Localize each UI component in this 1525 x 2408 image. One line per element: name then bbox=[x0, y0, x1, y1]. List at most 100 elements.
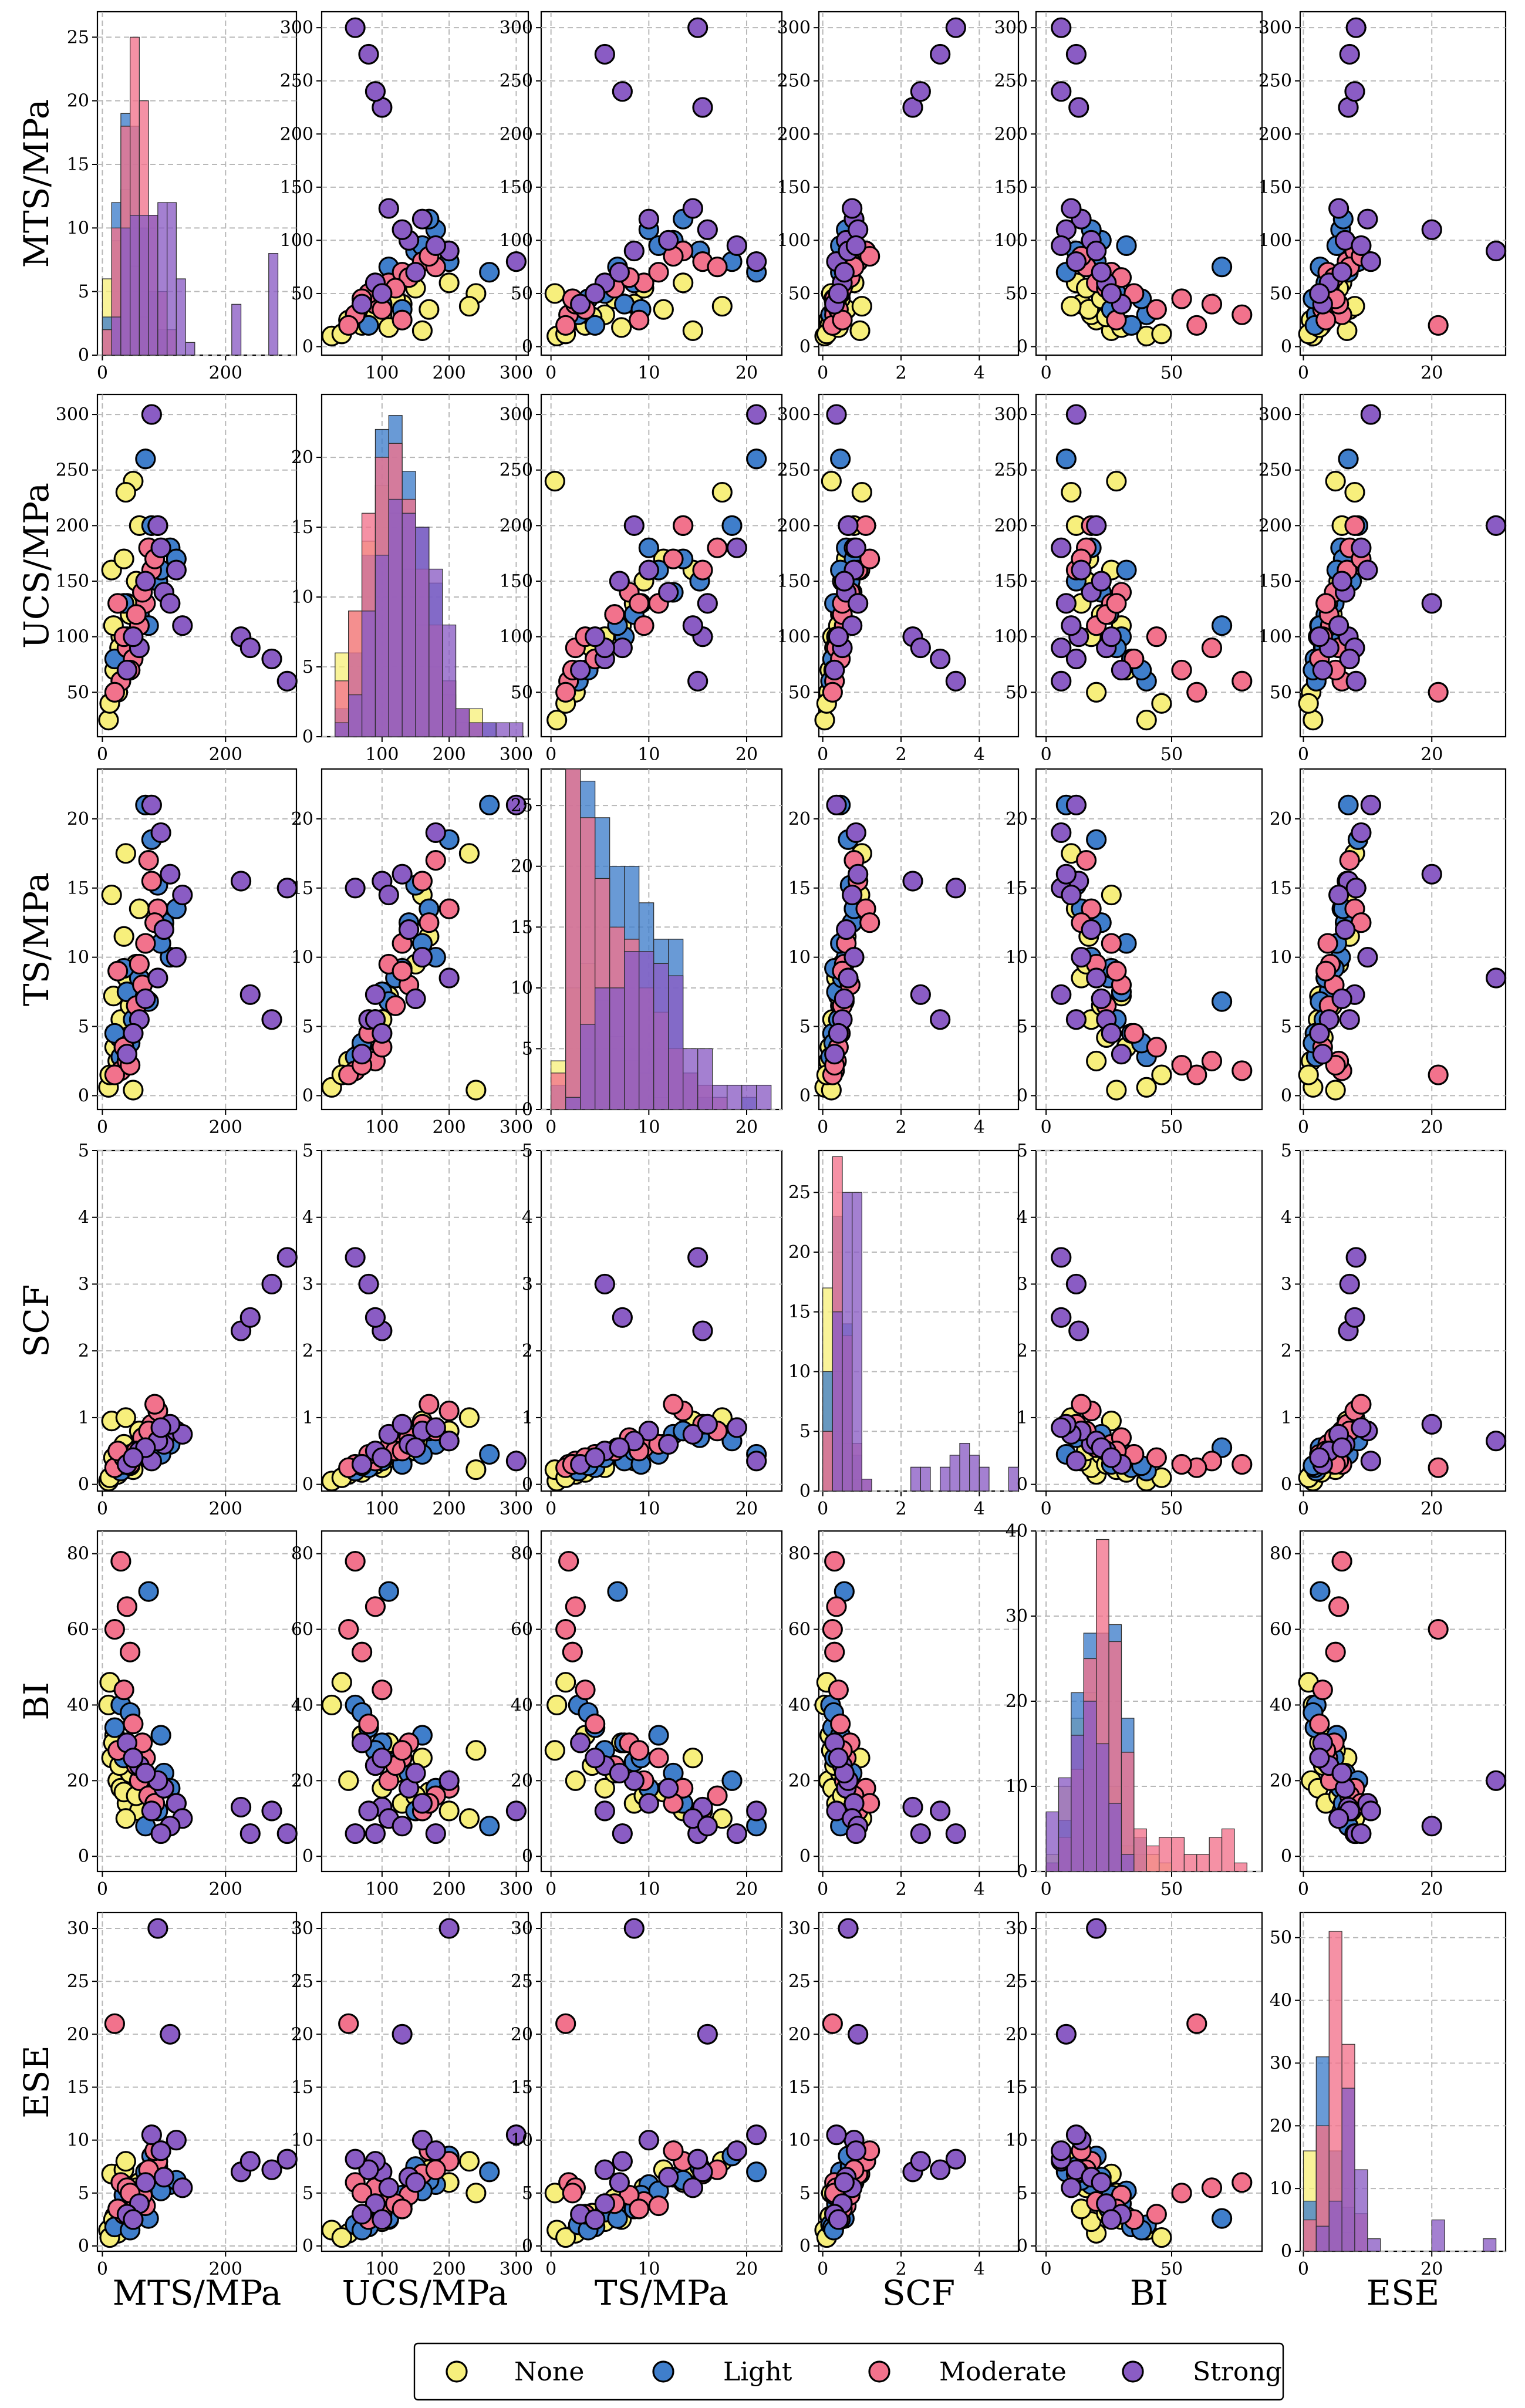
scatter-point-strong bbox=[1421, 593, 1442, 614]
scatter-point-none bbox=[115, 2151, 136, 2172]
scatter-point-moderate bbox=[1315, 960, 1337, 982]
scatter-point-moderate bbox=[107, 960, 129, 982]
scatter-point-none bbox=[458, 1808, 480, 1829]
scatter-point-moderate bbox=[1232, 2172, 1253, 2193]
y-tick-label: 30 bbox=[1270, 2053, 1292, 2073]
hist-bar-strong bbox=[1315, 2225, 1330, 2252]
scatter-point-strong bbox=[1312, 1044, 1333, 1065]
scatter-point-strong bbox=[842, 198, 863, 219]
scatter-point-moderate bbox=[1317, 933, 1338, 954]
y-tick-label: 100 bbox=[1259, 230, 1292, 251]
scatter-point-strong bbox=[405, 1437, 426, 1458]
scatter-point-none bbox=[851, 296, 872, 317]
scatter-point-strong bbox=[276, 878, 298, 899]
x-tick-label: 2 bbox=[895, 2259, 906, 2279]
scatter-point-strong bbox=[1331, 571, 1352, 592]
scatter-point-strong bbox=[838, 967, 859, 989]
scatter-point-strong bbox=[612, 1307, 633, 1328]
scatter-point-strong bbox=[1328, 198, 1349, 219]
scatter-point-strong bbox=[405, 262, 426, 283]
scatter-point-strong bbox=[1357, 559, 1378, 581]
y-tick-label: 10 bbox=[67, 218, 89, 238]
scatter-point-moderate bbox=[1312, 1679, 1333, 1701]
x-tick-label: 0 bbox=[817, 744, 828, 765]
scatter-point-strong bbox=[345, 1823, 366, 1844]
scatter-point-strong bbox=[345, 17, 366, 38]
panel-bi-vs-ese: 0 20 0 20 40 60 80 bbox=[1270, 1530, 1507, 1900]
y-tick-label: 2 bbox=[1017, 1341, 1028, 1361]
y-tick-label: 50 bbox=[788, 682, 811, 703]
scatter-point-strong bbox=[438, 967, 460, 989]
y-tick-label: 0 bbox=[522, 337, 533, 358]
scatter-point-moderate bbox=[120, 1641, 141, 1662]
scatter-point-moderate bbox=[338, 315, 359, 336]
scatter-point-moderate bbox=[604, 604, 625, 625]
scatter-point-strong bbox=[405, 1762, 426, 1784]
scatter-point-none bbox=[544, 1740, 565, 1761]
x-tick-label: 0 bbox=[545, 744, 556, 765]
scatter-point-moderate bbox=[385, 995, 406, 1016]
scatter-point-moderate bbox=[1232, 670, 1253, 692]
x-tick-label: 0 bbox=[97, 1117, 108, 1138]
scatter-point-strong bbox=[585, 1447, 606, 1468]
scatter-point-strong bbox=[1086, 967, 1107, 989]
y-tick-label: 20 bbox=[788, 2024, 811, 2045]
scatter-point-light bbox=[638, 537, 659, 558]
scatter-point-moderate bbox=[138, 850, 159, 871]
scatter-point-none bbox=[849, 320, 871, 341]
hist-bar-moderate bbox=[1209, 1837, 1223, 1872]
y-tick-label: 20 bbox=[511, 856, 533, 877]
hist-bar-strong bbox=[639, 951, 654, 1110]
x-tick-label: 300 bbox=[500, 744, 533, 765]
y-tick-label: 50 bbox=[1270, 682, 1292, 703]
scatter-point-moderate bbox=[1351, 1394, 1372, 1415]
y-tick-label: 250 bbox=[1259, 71, 1292, 92]
scatter-point-strong bbox=[594, 43, 615, 65]
panel-ese-vs-ese: 0 20 0 10 20 30 40 50 bbox=[1270, 1911, 1507, 2279]
scatter-point-moderate bbox=[365, 1596, 386, 1617]
hist-bar-strong bbox=[361, 611, 376, 737]
scatter-point-strong bbox=[1051, 235, 1072, 257]
y-tick-label: 20 bbox=[1270, 2116, 1292, 2136]
scatter-point-strong bbox=[1351, 822, 1372, 844]
scatter-point-strong bbox=[1071, 559, 1092, 581]
y-tick-label: 0 bbox=[78, 1475, 89, 1495]
scatter-point-strong bbox=[1091, 262, 1112, 283]
scatter-point-moderate bbox=[392, 2198, 413, 2220]
scatter-point-strong bbox=[570, 1732, 591, 1753]
x-tick-label: 0 bbox=[1298, 363, 1309, 383]
scatter-point-moderate bbox=[859, 912, 880, 933]
scatter-point-none bbox=[565, 1770, 586, 1791]
hist-bar-moderate bbox=[1146, 1845, 1160, 1872]
y-tick-label: 20 bbox=[67, 91, 89, 112]
hist-bar-moderate bbox=[1133, 1828, 1147, 1872]
hist-bar-strong bbox=[756, 1084, 772, 1110]
scatter-point-strong bbox=[658, 1778, 679, 1799]
hist-bar-strong bbox=[668, 975, 684, 1110]
y-tick-label: 10 bbox=[788, 2130, 811, 2151]
panel-scf-vs-bi: 0 50 0 1 2 3 4 5 bbox=[1017, 1141, 1263, 1519]
scatter-point-strong bbox=[1051, 822, 1072, 844]
y-tick-label: 5 bbox=[522, 1141, 533, 1161]
x-tick-label: 0 bbox=[545, 1499, 556, 1519]
scatter-point-moderate bbox=[1146, 299, 1167, 320]
scatter-point-light bbox=[607, 1581, 628, 1602]
y-tick-label: 5 bbox=[302, 2183, 313, 2204]
hist-bar-strong bbox=[509, 722, 524, 737]
scatter-point-moderate bbox=[824, 1641, 845, 1662]
scatter-point-strong bbox=[1068, 97, 1089, 118]
scatter-point-none bbox=[1086, 682, 1107, 703]
scatter-point-strong bbox=[834, 2172, 855, 2193]
y-tick-label: 25 bbox=[67, 1971, 89, 1992]
x-tick-label: 0 bbox=[545, 2259, 556, 2279]
y-tick-label: 20 bbox=[788, 1770, 811, 1791]
y-axis-title-ucs-mpa: UCS/MPa bbox=[16, 483, 56, 649]
hist-bar-strong bbox=[959, 1442, 970, 1492]
scatter-point-light bbox=[1211, 2208, 1233, 2229]
scatter-point-none bbox=[1325, 1080, 1346, 1101]
scatter-point-strong bbox=[230, 871, 252, 892]
y-tick-label: 0 bbox=[302, 1475, 313, 1495]
y-tick-label: 10 bbox=[1270, 947, 1292, 968]
y-tick-label: 20 bbox=[291, 2024, 313, 2045]
scatter-point-strong bbox=[358, 1800, 379, 1822]
